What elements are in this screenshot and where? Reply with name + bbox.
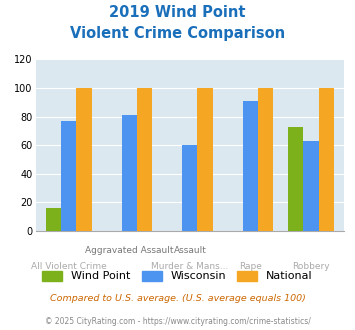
Text: Rape: Rape: [239, 262, 262, 271]
Bar: [122, 115, 137, 231]
Text: Aggravated Assault: Aggravated Assault: [85, 246, 174, 255]
Text: Compared to U.S. average. (U.S. average equals 100): Compared to U.S. average. (U.S. average …: [50, 294, 305, 303]
Bar: [288, 127, 304, 231]
Bar: [258, 88, 273, 231]
Bar: [243, 101, 258, 231]
Text: 2019 Wind Point: 2019 Wind Point: [109, 5, 246, 20]
Text: Assault: Assault: [174, 246, 206, 255]
Text: Robbery: Robbery: [292, 262, 330, 271]
Bar: [46, 208, 61, 231]
Bar: [76, 88, 92, 231]
Bar: [137, 88, 152, 231]
Bar: [304, 141, 319, 231]
Text: Violent Crime Comparison: Violent Crime Comparison: [70, 26, 285, 41]
Bar: [182, 145, 197, 231]
Bar: [197, 88, 213, 231]
Legend: Wind Point, Wisconsin, National: Wind Point, Wisconsin, National: [38, 266, 317, 286]
Bar: [319, 88, 334, 231]
Text: All Violent Crime: All Violent Crime: [31, 262, 107, 271]
Text: © 2025 CityRating.com - https://www.cityrating.com/crime-statistics/: © 2025 CityRating.com - https://www.city…: [45, 317, 310, 326]
Text: Murder & Mans...: Murder & Mans...: [151, 262, 229, 271]
Bar: [61, 121, 76, 231]
